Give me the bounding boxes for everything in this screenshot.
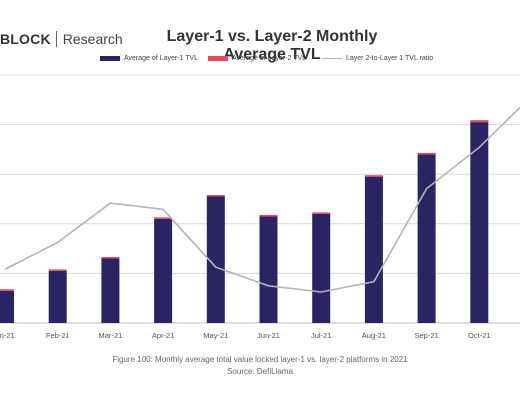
x-tick-label: Aug-21 xyxy=(362,331,386,340)
bar-layer1 xyxy=(206,196,225,323)
bar-layer2 xyxy=(259,214,278,217)
x-tick-label: Mar-21 xyxy=(99,331,123,340)
bar-layer1 xyxy=(154,218,173,323)
bar-layer1 xyxy=(48,270,67,323)
x-tick-label: Jun-21 xyxy=(257,331,280,340)
bar-layer2 xyxy=(417,152,436,155)
bar-layer2 xyxy=(206,195,225,197)
bar-layer1 xyxy=(470,122,489,324)
bar-layer1 xyxy=(259,216,278,323)
bar-layer2 xyxy=(101,257,120,259)
brand-name: BLOCK xyxy=(0,31,51,47)
legend-label-ratio: Layer 2-to-Layer 1 TVL ratio xyxy=(346,55,434,62)
bar-layer1 xyxy=(0,290,14,323)
legend-item-l2: Average of Layer-2 TVL xyxy=(208,55,306,62)
bar-layer1 xyxy=(312,213,331,323)
legend-swatch-ratio xyxy=(322,57,342,60)
legend-item-ratio: Layer 2-to-Layer 1 TVL ratio xyxy=(322,55,433,62)
figure-caption: Figure 100: Monthly average total value … xyxy=(112,355,408,364)
chart-legend: Average of Layer-1 TVL Average of Layer-… xyxy=(0,55,520,67)
chart-title: Layer-1 vs. Layer-2 Monthly Average TVL xyxy=(166,28,378,63)
bar-layer2 xyxy=(312,212,331,214)
bar-layer2 xyxy=(48,269,67,271)
bar-layer2 xyxy=(0,289,14,291)
bar-layer2 xyxy=(364,175,383,177)
brand-subtitle: Research xyxy=(62,31,123,47)
legend-label-l2: Average of Layer-2 TVL xyxy=(232,55,307,62)
legend-item-l1: Average of Layer-1 TVL xyxy=(100,55,198,62)
x-tick-label: Jul-21 xyxy=(311,331,331,340)
ratio-line xyxy=(4,106,520,293)
x-tick-label: May-21 xyxy=(203,331,228,340)
bar-layer1 xyxy=(364,176,383,323)
legend-label-l1: Average of Layer-1 TVL xyxy=(124,55,199,62)
x-tick-label: Feb-21 xyxy=(46,331,70,340)
bar-layer1 xyxy=(101,258,120,323)
x-tick-label: an-21 xyxy=(0,331,15,340)
x-tick-label: Oct-21 xyxy=(468,331,491,340)
legend-swatch-l1 xyxy=(100,56,120,61)
x-tick-label: Sep-21 xyxy=(415,331,439,340)
bar-layer1 xyxy=(417,154,436,323)
brand-logo: BLOCK Research xyxy=(0,30,123,48)
legend-swatch-l2 xyxy=(208,56,228,61)
figure-source: Source: DefiLlama xyxy=(227,367,293,376)
bar-layer2 xyxy=(470,120,489,123)
bar-layer2 xyxy=(154,217,173,219)
x-tick-label: Apr-21 xyxy=(152,331,175,340)
brand-separator xyxy=(55,31,57,47)
